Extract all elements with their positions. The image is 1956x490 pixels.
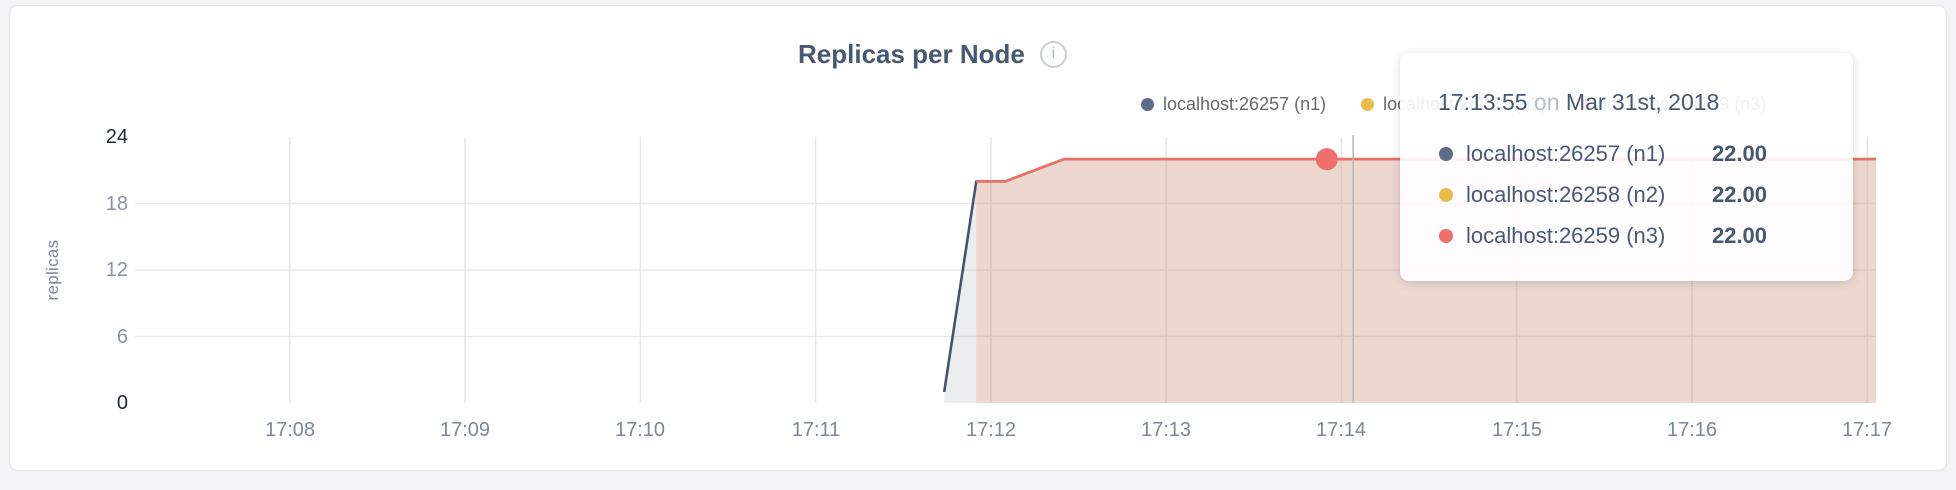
x-tick-label: 17:10 [614, 419, 666, 441]
tooltip-series-label: localhost:26257 (n1) [1466, 140, 1666, 166]
x-tick-label: 17:09 [439, 419, 491, 441]
chart-header: Replicas per Node i [798, 40, 1067, 68]
x-tick-label: 17:14 [1315, 419, 1367, 441]
x-tick-label: 17:11 [791, 419, 841, 441]
tooltip-series-label: localhost:26259 (n3) [1466, 222, 1666, 248]
x-tick-label: 17:17 [1841, 419, 1893, 441]
tooltip-row: localhost:26257 (n1) 22.00 [1438, 133, 1767, 174]
tooltip-series-dot [1439, 187, 1453, 202]
tooltip-header: 17:13:55 on Mar 31st, 2018 [1438, 87, 1767, 117]
legend-dot [1141, 97, 1154, 111]
hover-dot [1315, 148, 1338, 171]
x-tick-label: 17:12 [965, 419, 1017, 441]
info-icon[interactable]: i [1039, 40, 1067, 68]
tooltip-date: Mar 31st, 2018 [1565, 89, 1720, 115]
x-tick-label: 17:15 [1491, 419, 1543, 441]
legend-item-label: localhost:26257 (n1) [1163, 93, 1327, 114]
tooltip-series-label: localhost:26258 (n2) [1466, 181, 1666, 207]
legend-dot [1361, 97, 1375, 111]
info-icon-glyph: i [1051, 45, 1056, 62]
y-tick-label: 6 [116, 326, 128, 348]
y-tick-label: 12 [105, 259, 128, 281]
legend-item[interactable]: localhost:26257 (n1) [1141, 91, 1326, 117]
x-tick-label: 17:13 [1140, 419, 1192, 441]
x-tick-label: 17:16 [1666, 419, 1718, 441]
tooltip-series-value: 22.00 [1711, 140, 1767, 166]
y-tick-label: 24 [105, 126, 128, 148]
tooltip-series-dot [1439, 146, 1453, 161]
tooltip-series-value: 22.00 [1711, 181, 1767, 207]
tooltip: 17:13:55 on Mar 31st, 2018 localhost:262… [1400, 53, 1853, 281]
tooltip-row: localhost:26258 (n2) 22.00 [1438, 174, 1767, 215]
x-tick-label: 17:08 [264, 419, 316, 441]
y-tick-label: 18 [105, 193, 128, 215]
y-tick-label: 0 [116, 392, 128, 414]
tooltip-series-dot [1439, 228, 1453, 243]
chart-title: Replicas per Node [798, 39, 1025, 69]
tooltip-series-value: 22.00 [1711, 222, 1767, 248]
tooltip-time: 17:13:55 [1438, 89, 1528, 115]
tooltip-date-preposition: on [1533, 89, 1560, 115]
tooltip-row: localhost:26259 (n3) 22.00 [1438, 215, 1767, 256]
